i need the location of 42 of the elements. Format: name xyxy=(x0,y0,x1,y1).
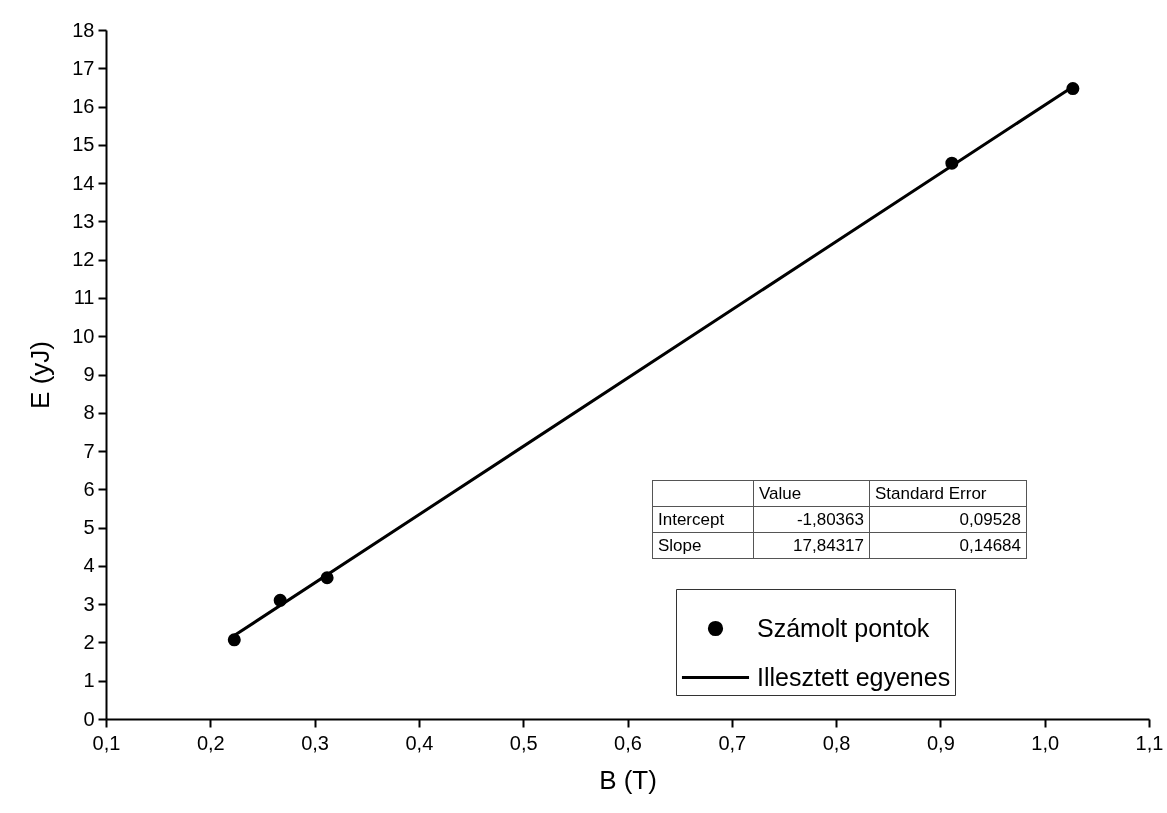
annotation: Standard Error xyxy=(869,480,1027,507)
annotation: 17,84317 xyxy=(753,532,870,559)
x-tick-label: 0,4 xyxy=(405,731,434,754)
legend-label: Számolt pontok xyxy=(757,613,930,642)
annotation: Value xyxy=(753,480,870,507)
y-tick-label: 3 xyxy=(83,592,95,615)
y-tick-label: 8 xyxy=(83,401,95,424)
x-tick-label: 1,1 xyxy=(1135,731,1164,754)
y-tick-label: 2 xyxy=(83,630,95,653)
y-tick-label: 1 xyxy=(83,669,95,692)
y-tick-label: 11 xyxy=(73,286,95,309)
annotation: 0,09528 xyxy=(869,506,1027,533)
y-tick-label: 7 xyxy=(83,439,95,462)
y-tick-label: 12 xyxy=(72,248,95,271)
y-tick-label: 13 xyxy=(72,209,95,232)
y-tick-label: 18 xyxy=(72,18,95,41)
y-tick-label: 6 xyxy=(83,477,95,500)
y-tick-label: 4 xyxy=(83,554,95,577)
y-tick-label: 9 xyxy=(83,363,95,385)
x-tick-label: 0,3 xyxy=(301,731,330,754)
y-tick-label: 17 xyxy=(72,56,95,79)
legend-label: Illesztett egyenes xyxy=(757,662,951,691)
x-tick-label: 0,2 xyxy=(196,731,225,754)
y-tick-label: 5 xyxy=(83,516,95,539)
y-tick-label: 15 xyxy=(72,133,95,156)
x-axis-title: B (T) xyxy=(599,764,657,795)
x-tick-label: 0,5 xyxy=(509,731,538,754)
annotation: Intercept xyxy=(652,506,754,533)
annotation: Slope xyxy=(652,532,754,559)
x-tick-label: 0,7 xyxy=(718,731,747,754)
y-tick-label: 14 xyxy=(72,171,95,194)
y-tick-label: 0 xyxy=(83,707,95,730)
y-tick-label: 16 xyxy=(72,95,95,118)
annotation: 0,14684 xyxy=(869,532,1027,559)
x-tick-label: 0,6 xyxy=(614,731,642,754)
y-axis-title: E (yJ) xyxy=(25,341,56,409)
x-tick-label: 1,0 xyxy=(1031,731,1060,754)
y-tick-label: 10 xyxy=(72,324,95,347)
x-tick-label: 0,8 xyxy=(822,731,851,754)
annotation: -1,80363 xyxy=(753,506,870,533)
x-tick-label: 0,1 xyxy=(92,731,121,754)
x-tick-label: 0,9 xyxy=(926,731,955,754)
